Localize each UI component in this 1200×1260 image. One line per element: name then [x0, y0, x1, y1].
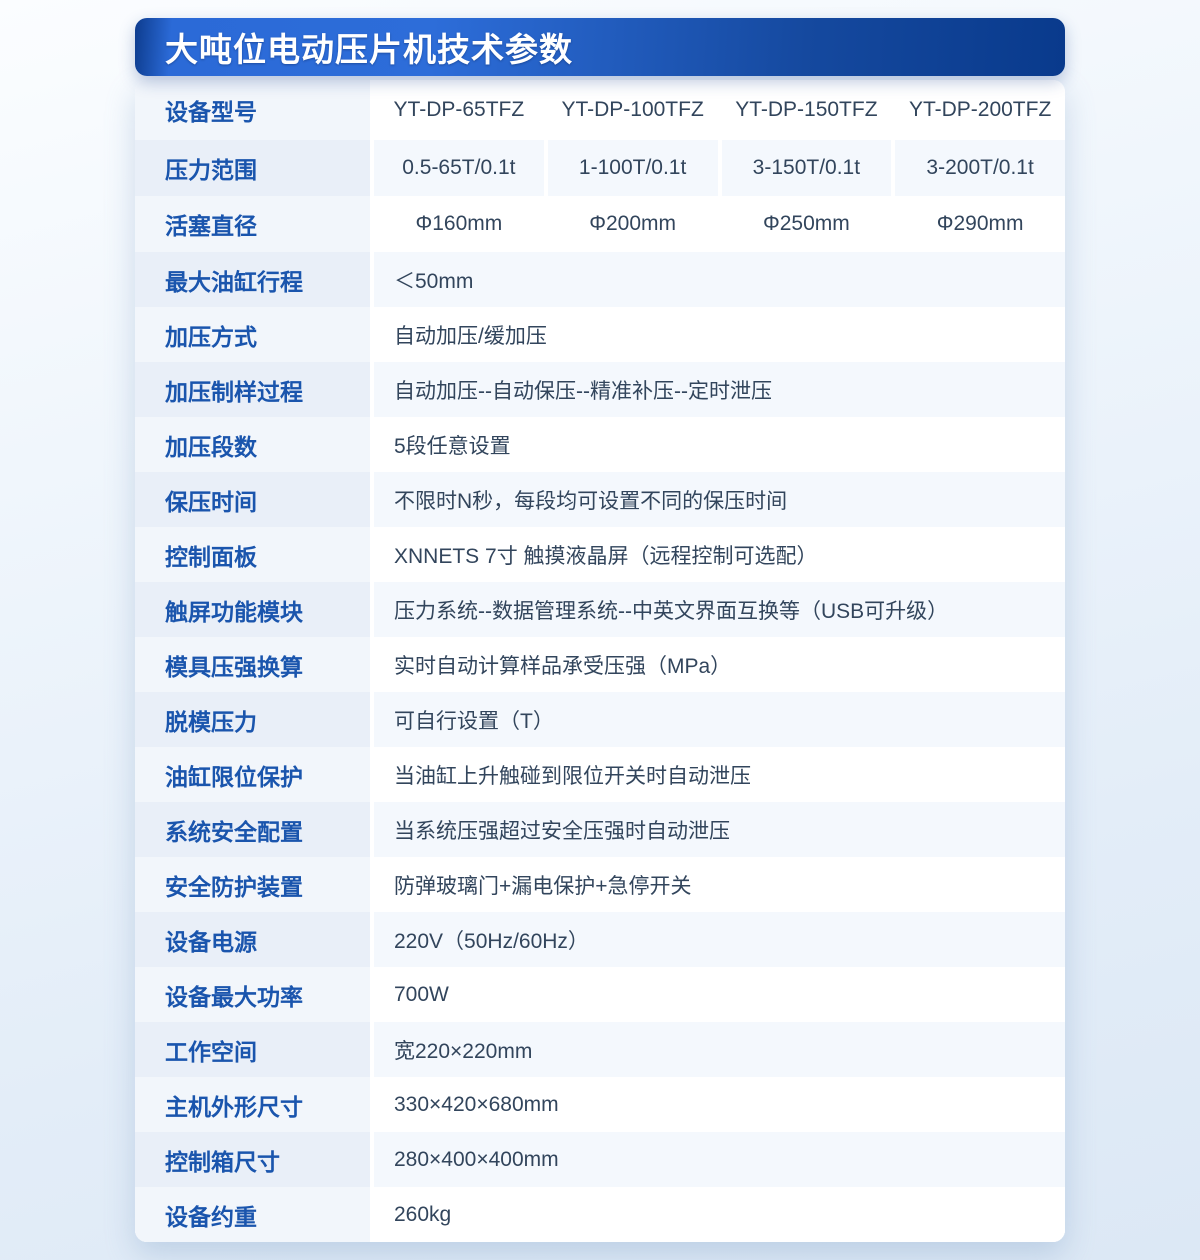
table-row: 触屏功能模块 压力系统--数据管理系统--中英文界面互换等（USB可升级） — [135, 582, 1065, 637]
row-value: 0.5-65T/0.1t — [374, 140, 544, 196]
table-row: 控制箱尺寸 280×400×400mm — [135, 1132, 1065, 1187]
row-value: ＜50mm — [374, 252, 1065, 307]
table-row: 工作空间 宽220×220mm — [135, 1022, 1065, 1077]
table-row: 加压制样过程 自动加压--自动保压--精准补压--定时泄压 — [135, 362, 1065, 417]
row-label: 油缸限位保护 — [135, 747, 370, 802]
table-row: 最大油缸行程 ＜50mm — [135, 252, 1065, 307]
table-row: 压力范围 0.5-65T/0.1t 1-100T/0.1t 3-150T/0.1t 3-… — [135, 140, 1065, 196]
row-value: YT-DP-65TFZ — [374, 80, 544, 140]
page-title: 大吨位电动压片机技术参数 — [165, 30, 573, 69]
table-row: 加压方式 自动加压/缓加压 — [135, 307, 1065, 362]
table-row: 脱模压力 可自行设置（T） — [135, 692, 1065, 747]
row-value: XNNETS 7寸 触摸液晶屏（远程控制可选配） — [374, 527, 1065, 582]
row-label: 加压段数 — [135, 417, 370, 472]
table-row: 安全防护装置 防弹玻璃门+漏电保护+急停开关 — [135, 857, 1065, 912]
row-value: 可自行设置（T） — [374, 692, 1065, 747]
row-value: 3-150T/0.1t — [721, 140, 892, 196]
row-value: 自动加压/缓加压 — [374, 307, 1065, 362]
table-row: 主机外形尺寸 330×420×680mm — [135, 1077, 1065, 1132]
row-value: 330×420×680mm — [374, 1077, 1065, 1132]
row-label: 触屏功能模块 — [135, 582, 370, 637]
row-value: 当系统压强超过安全压强时自动泄压 — [374, 802, 1065, 857]
row-value: 260kg — [374, 1187, 1065, 1242]
row-label: 加压制样过程 — [135, 362, 370, 417]
table-row: 模具压强换算 实时自动计算样品承受压强（MPa） — [135, 637, 1065, 692]
row-label: 工作空间 — [135, 1022, 370, 1077]
row-label: 模具压强换算 — [135, 637, 370, 692]
table-row: 油缸限位保护 当油缸上升触碰到限位开关时自动泄压 — [135, 747, 1065, 802]
row-value: 280×400×400mm — [374, 1132, 1065, 1187]
table-row: 设备约重 260kg — [135, 1187, 1065, 1242]
row-label: 活塞直径 — [135, 196, 370, 252]
row-label: 压力范围 — [135, 140, 370, 196]
row-value: 自动加压--自动保压--精准补压--定时泄压 — [374, 362, 1065, 417]
row-label: 控制箱尺寸 — [135, 1132, 370, 1187]
row-label: 设备电源 — [135, 912, 370, 967]
row-value: Φ200mm — [547, 196, 718, 252]
row-value: YT-DP-100TFZ — [547, 80, 718, 140]
table-row: 设备电源 220V（50Hz/60Hz） — [135, 912, 1065, 967]
row-value: 当油缸上升触碰到限位开关时自动泄压 — [374, 747, 1065, 802]
row-value: 220V（50Hz/60Hz） — [374, 912, 1065, 967]
row-value: YT-DP-150TFZ — [721, 80, 892, 140]
row-label: 主机外形尺寸 — [135, 1077, 370, 1132]
table-row: 保压时间 不限时N秒，每段均可设置不同的保压时间 — [135, 472, 1065, 527]
row-value: 700W — [374, 967, 1065, 1022]
row-label: 最大油缸行程 — [135, 252, 370, 307]
row-label: 系统安全配置 — [135, 802, 370, 857]
row-value: 不限时N秒，每段均可设置不同的保压时间 — [374, 472, 1065, 527]
row-label: 设备型号 — [135, 80, 370, 140]
spec-panel: 大吨位电动压片机技术参数 设备型号 YT-DP-65TFZ YT-DP-100TFZ… — [135, 0, 1065, 1242]
row-value: 防弹玻璃门+漏电保护+急停开关 — [374, 857, 1065, 912]
row-value: 5段任意设置 — [374, 417, 1065, 472]
table-title-banner: 大吨位电动压片机技术参数 — [135, 18, 1065, 76]
table-row: 系统安全配置 当系统压强超过安全压强时自动泄压 — [135, 802, 1065, 857]
table-row: 控制面板 XNNETS 7寸 触摸液晶屏（远程控制可选配） — [135, 527, 1065, 582]
row-value: 1-100T/0.1t — [547, 140, 718, 196]
row-label: 脱模压力 — [135, 692, 370, 747]
table-row: 活塞直径 Φ160mm Φ200mm Φ250mm Φ290mm — [135, 196, 1065, 252]
row-label: 加压方式 — [135, 307, 370, 362]
row-value: 3-200T/0.1t — [895, 140, 1065, 196]
table-row: 设备最大功率 700W — [135, 967, 1065, 1022]
table-row: 加压段数 5段任意设置 — [135, 417, 1065, 472]
row-value: Φ160mm — [374, 196, 544, 252]
row-value: Φ290mm — [895, 196, 1065, 252]
spec-table-rows: 设备型号 YT-DP-65TFZ YT-DP-100TFZ YT-DP-150TFZ Y… — [135, 80, 1065, 1242]
row-label: 设备最大功率 — [135, 967, 370, 1022]
row-label: 控制面板 — [135, 527, 370, 582]
row-value: YT-DP-200TFZ — [895, 80, 1065, 140]
spec-table: 设备型号 YT-DP-65TFZ YT-DP-100TFZ YT-DP-150TFZ Y… — [135, 80, 1065, 1242]
row-value: 宽220×220mm — [374, 1022, 1065, 1077]
row-value: 实时自动计算样品承受压强（MPa） — [374, 637, 1065, 692]
row-label: 保压时间 — [135, 472, 370, 527]
row-value: 压力系统--数据管理系统--中英文界面互换等（USB可升级） — [374, 582, 1065, 637]
table-row: 设备型号 YT-DP-65TFZ YT-DP-100TFZ YT-DP-150TFZ Y… — [135, 80, 1065, 140]
row-label: 安全防护装置 — [135, 857, 370, 912]
row-value: Φ250mm — [721, 196, 892, 252]
row-label: 设备约重 — [135, 1187, 370, 1242]
